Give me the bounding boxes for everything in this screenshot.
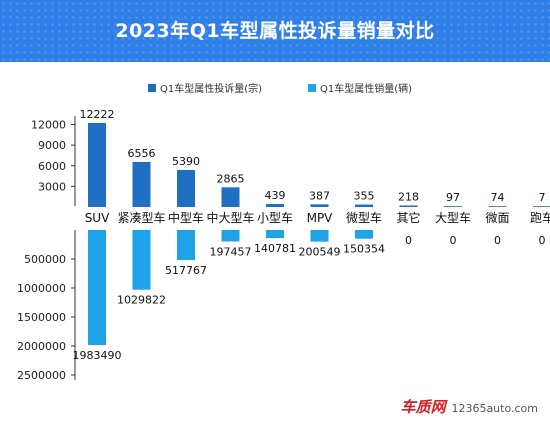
complaint-value-label: 5390 <box>172 155 200 168</box>
category-label: 微面 <box>485 211 509 225</box>
lower-tick-label: 1000000 <box>17 282 66 295</box>
complaint-value-label: 218 <box>398 191 419 204</box>
legend-label-sales: Q1车型属性销量(辆) <box>320 82 412 95</box>
complaint-bar <box>399 205 418 207</box>
lower-tick-label: 1500000 <box>17 311 66 324</box>
legend: Q1车型属性投诉量(宗) Q1车型属性销量(辆) <box>148 82 412 95</box>
lower-tick-label: 2000000 <box>17 340 66 353</box>
complaint-bar <box>221 187 240 207</box>
lower-tick-label: 500000 <box>24 253 66 266</box>
legend-swatch-sales <box>308 84 316 92</box>
sales-value-label: 197457 <box>210 245 252 258</box>
upper-tick-label: 12000 <box>31 119 66 132</box>
lower-axis-ticks: 500000 1000000 1500000 2000000 2500000 <box>17 253 75 382</box>
category-label: SUV <box>85 211 110 225</box>
lower-tick-label: 2500000 <box>17 369 66 382</box>
complaint-bars: 12222 6556 5390 2865 439 387 355 218 97 74 7 <box>80 108 550 207</box>
sales-bar <box>266 230 284 239</box>
complaint-bar <box>88 123 106 207</box>
complaint-bar <box>310 204 329 207</box>
header-pattern <box>0 0 550 62</box>
complaint-bar <box>132 161 151 207</box>
legend-swatch-complaints <box>148 84 156 92</box>
complaint-value-label: 439 <box>265 189 286 202</box>
category-labels: SUV 紧凑型车 中型车 中大型车 小型车 MPV 微型车 其它 大型车 微面 跑车 <box>85 210 550 225</box>
sales-bar <box>132 230 151 290</box>
category-label: 其它 <box>396 210 420 225</box>
sales-value-label: 0 <box>494 234 501 247</box>
complaint-value-label: 6556 <box>128 147 156 160</box>
legend-label-complaints: Q1车型属性投诉量(宗) <box>160 82 262 95</box>
complaint-value-label: 74 <box>491 191 505 204</box>
sales-value-label: 1983490 <box>73 349 122 362</box>
complaint-value-label: 387 <box>309 189 330 202</box>
category-label: 微型车 <box>346 210 382 225</box>
category-label: 小型车 <box>257 210 293 225</box>
complaint-value-label: 355 <box>354 190 375 203</box>
sales-value-label: 150354 <box>343 243 385 256</box>
sales-value-label: 0 <box>405 234 412 247</box>
category-label: MPV <box>307 211 334 225</box>
complaint-bar <box>266 203 284 207</box>
sales-value-label: 200549 <box>299 246 341 259</box>
complaint-bar <box>488 206 507 207</box>
sales-value-label: 0 <box>539 234 546 247</box>
upper-tick-label: 9000 <box>38 139 66 152</box>
sales-value-label: 517767 <box>165 264 207 277</box>
chart-title: 2023年Q1车型属性投诉量销量对比 <box>115 20 435 42</box>
sales-value-label: 1029822 <box>117 294 166 307</box>
complaint-bar <box>444 206 462 207</box>
upper-tick-label: 6000 <box>38 160 66 173</box>
sales-bar <box>355 230 373 239</box>
sales-bar <box>221 230 240 242</box>
watermark-url: 12365auto.com <box>451 402 538 415</box>
complaint-value-label: 97 <box>446 191 460 204</box>
sales-bar <box>177 230 195 261</box>
watermark: 车质网 12365auto.com <box>401 396 538 417</box>
complaint-bar <box>355 204 373 207</box>
sales-value-label: 140781 <box>254 242 296 255</box>
complaint-value-label: 12222 <box>80 108 115 121</box>
header-bar: 2023年Q1车型属性投诉量销量对比 <box>0 0 550 62</box>
sales-value-label: 0 <box>450 234 457 247</box>
complaint-bar <box>533 206 550 207</box>
complaint-value-label: 7 <box>539 191 546 204</box>
sales-bar <box>310 230 329 242</box>
category-label: 大型车 <box>435 210 471 225</box>
category-label: 跑车 <box>530 210 550 225</box>
complaint-bar <box>177 169 195 207</box>
category-label: 紧凑型车 <box>117 210 165 225</box>
complaint-value-label: 2865 <box>217 172 245 185</box>
category-label: 中大型车 <box>206 210 254 225</box>
upper-tick-label: 3000 <box>38 180 66 193</box>
sales-bar <box>88 230 106 345</box>
category-label: 中型车 <box>168 210 204 225</box>
watermark-logo: 车质网 <box>400 398 446 416</box>
upper-axis-ticks: 3000 6000 9000 12000 <box>31 119 75 193</box>
